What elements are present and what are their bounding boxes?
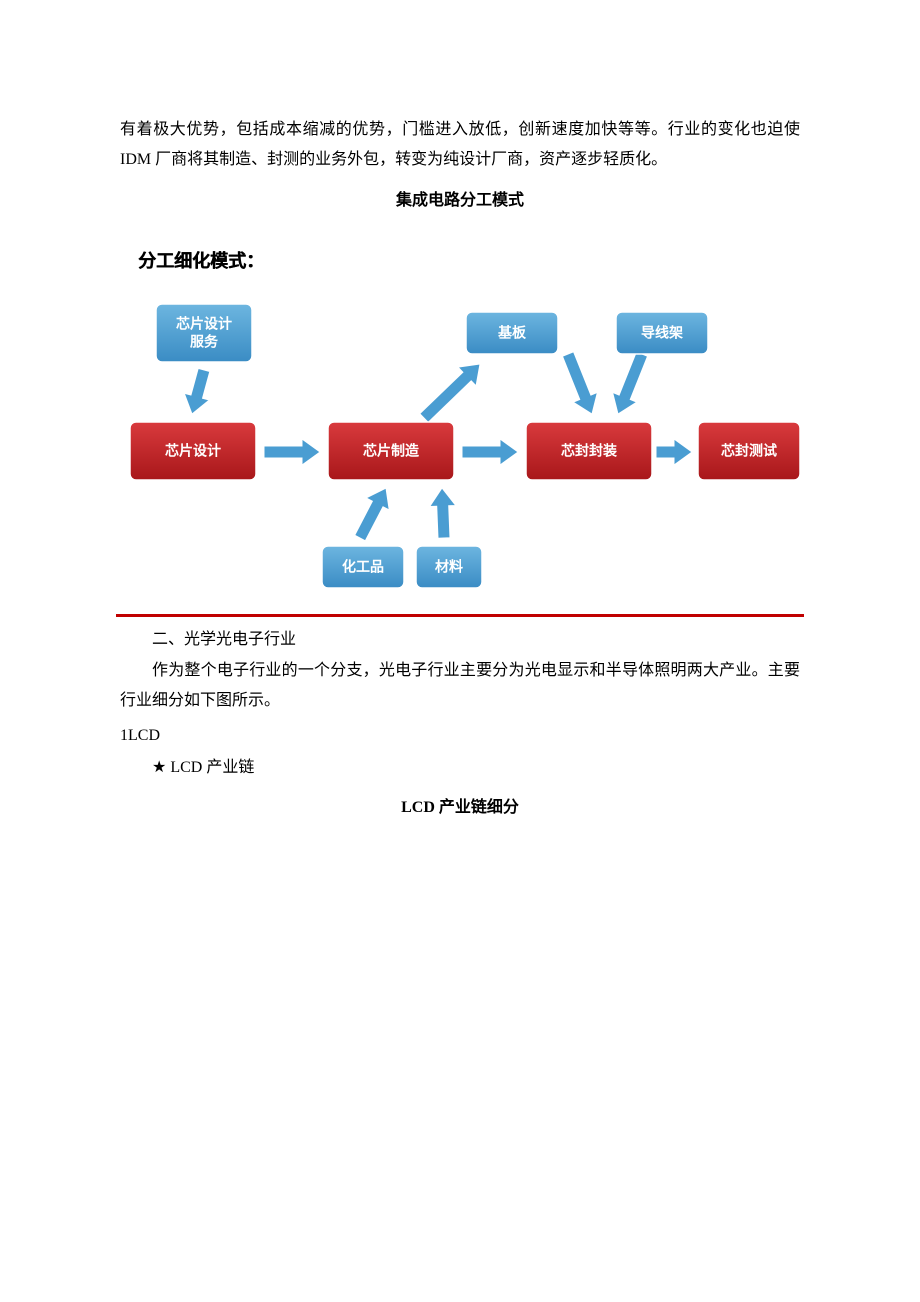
flow-arrow (430, 488, 456, 538)
svg-text:芯片设计: 芯片设计 (165, 443, 221, 459)
flow-node-n_mfg: 芯片制造 (328, 422, 454, 480)
flowchart-svg: 芯片设计服务基板导线架芯片设计芯片制造芯封封装芯封测试化工品材料 (116, 294, 806, 604)
subsection-lcd: 1LCD (120, 721, 800, 751)
svg-text:基板: 基板 (498, 325, 527, 341)
flow-arrow (264, 439, 320, 465)
svg-text:服务: 服务 (190, 334, 219, 350)
flow-arrow (184, 369, 210, 415)
paragraph-opto: 作为整个电子行业的一个分支，光电子行业主要分为光电显示和半导体照明两大产业。主要… (120, 656, 800, 717)
flow-node-n_test: 芯封测试 (698, 422, 800, 480)
svg-text:芯片制造: 芯片制造 (363, 443, 419, 459)
svg-text:材料: 材料 (435, 559, 463, 575)
flowchart-title: 分工细化模式： (138, 244, 804, 278)
flow-node-n_mat: 材料 (416, 546, 482, 588)
paragraph-intro: 有着极大优势，包括成本缩减的优势，门槛进入放低，创新速度加快等等。行业的变化也迫… (120, 115, 800, 176)
heading-lcd-chain: LCD 产业链细分 (120, 793, 800, 823)
flow-node-n_leadframe: 导线架 (616, 312, 708, 354)
section-2-heading: 二、光学光电子行业 (120, 625, 800, 655)
flow-node-n_substrate: 基板 (466, 312, 558, 354)
flow-arrow (613, 352, 648, 414)
bullet-lcd-chain: ★ LCD 产业链 (120, 753, 800, 783)
flow-arrow (562, 352, 597, 414)
document-page: 有着极大优势，包括成本缩减的优势，门槛进入放低，创新速度加快等等。行业的变化也迫… (0, 0, 920, 892)
svg-text:芯封封装: 芯封封装 (561, 443, 618, 459)
svg-text:化工品: 化工品 (342, 559, 384, 575)
flow-node-n_chem: 化工品 (322, 546, 404, 588)
flow-node-n_pkg: 芯封封装 (526, 422, 652, 480)
flow-arrow (462, 439, 518, 465)
flow-arrow (355, 488, 390, 541)
flow-node-n_design_svc: 芯片设计服务 (156, 304, 252, 362)
heading-ic-model: 集成电路分工模式 (120, 186, 800, 216)
svg-text:芯片设计: 芯片设计 (176, 316, 232, 332)
svg-text:芯封测试: 芯封测试 (721, 443, 777, 459)
flowchart-ic-division: 分工细化模式： 芯片设计服务基板导线架芯片设计芯片制造芯封封装芯封测试化工品材料 (116, 234, 804, 617)
svg-text:导线架: 导线架 (641, 325, 683, 341)
flow-node-n_design: 芯片设计 (130, 422, 256, 480)
flow-arrow (656, 439, 692, 465)
flow-arrow (420, 364, 480, 422)
